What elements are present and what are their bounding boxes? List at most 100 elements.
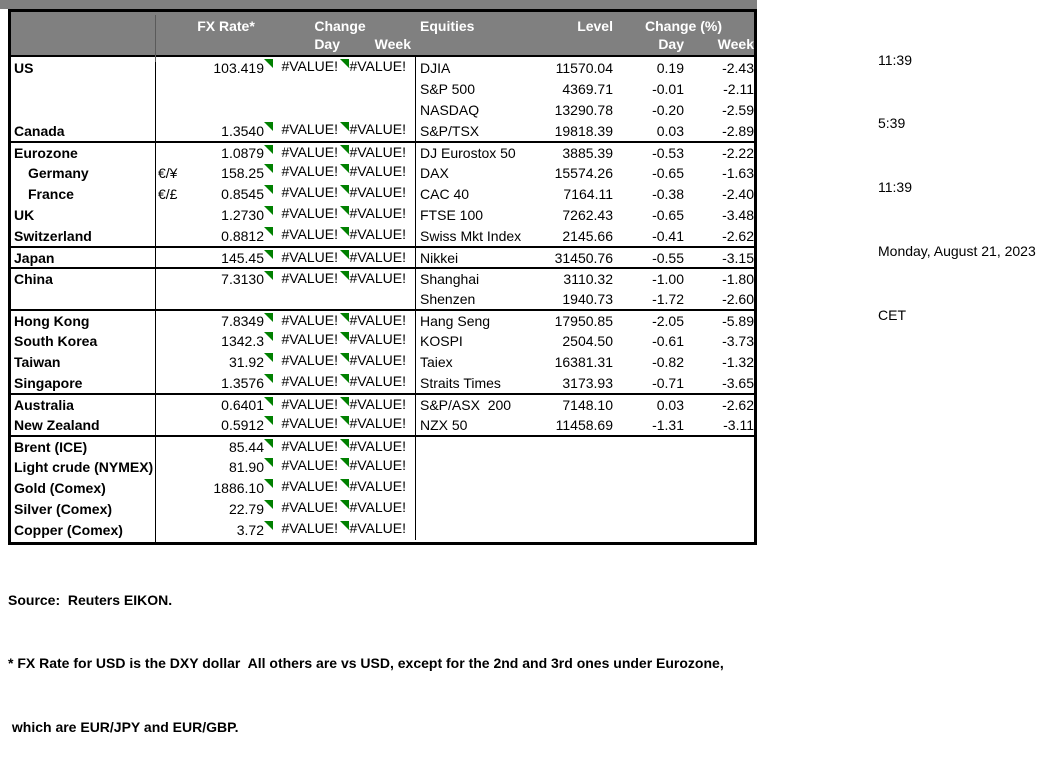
fx-change-week-cell[interactable]: #VALUE! <box>340 372 414 393</box>
equity-change-week-cell[interactable]: -2.40 <box>722 185 754 202</box>
equity-level-cell[interactable]: 15574.26 <box>554 164 613 181</box>
fx-day-subheader[interactable]: Day <box>314 36 340 53</box>
equity-change-week-cell[interactable]: -2.62 <box>722 396 754 413</box>
fx-rate-cell[interactable]: 0.6401 <box>221 396 264 413</box>
equity-index-cell[interactable]: DJIA <box>420 59 451 76</box>
fx-change-day-cell[interactable]: #VALUE! <box>264 57 338 78</box>
fx-region-cell[interactable]: Singapore <box>14 374 83 391</box>
equity-change-day-cell[interactable]: -2.05 <box>652 312 684 329</box>
equity-change-week-cell[interactable]: -2.43 <box>722 59 754 76</box>
fx-change-day-cell[interactable]: #VALUE! <box>264 269 338 288</box>
equity-level-cell[interactable] <box>543 456 613 477</box>
fx-region-cell[interactable]: Copper (Comex) <box>14 521 123 538</box>
equity-index-cell[interactable]: Hang Seng <box>420 312 491 329</box>
fx-change-day-cell[interactable]: #VALUE! <box>264 372 338 393</box>
fx-change-day-cell[interactable]: #VALUE! <box>264 225 338 246</box>
equity-level-cell[interactable]: 11458.69 <box>555 416 613 433</box>
equity-change-day-cell[interactable]: -0.82 <box>652 353 684 370</box>
fx-change-day-cell[interactable]: #VALUE! <box>264 143 338 162</box>
equity-level-cell[interactable]: 31450.76 <box>554 249 613 266</box>
fx-change-week-cell[interactable]: #VALUE! <box>340 204 414 225</box>
fx-pair-label-cell[interactable] <box>158 120 188 141</box>
fx-pair-label-cell[interactable] <box>158 311 188 330</box>
equity-change-week-cell[interactable]: -3.15 <box>722 249 754 266</box>
fx-change-day-cell[interactable] <box>264 288 338 309</box>
equity-level-cell[interactable]: 4369.71 <box>562 80 613 97</box>
fx-rate-cell[interactable]: 85.44 <box>228 438 264 455</box>
equity-change-day-cell[interactable]: -0.41 <box>652 227 684 244</box>
fx-change-week-cell[interactable]: #VALUE! <box>340 225 414 246</box>
equity-change-day-cell[interactable] <box>613 456 684 477</box>
fx-pair-label-cell[interactable] <box>158 351 188 372</box>
equity-level-cell[interactable]: 7148.10 <box>562 396 613 413</box>
fx-rate-cell[interactable]: 158.25 <box>221 164 264 181</box>
equity-change-day-cell[interactable] <box>613 477 684 498</box>
fx-rate-cell[interactable]: 0.8545 <box>221 185 264 202</box>
fx-pair-label-cell[interactable] <box>158 498 188 519</box>
equities-week-subheader[interactable]: Week <box>717 36 754 53</box>
equity-index-cell[interactable] <box>416 477 543 498</box>
equity-level-cell[interactable]: 3885.39 <box>562 144 613 161</box>
fx-change-week-cell[interactable]: #VALUE! <box>340 498 414 519</box>
equity-change-week-cell[interactable] <box>684 477 754 498</box>
fx-rate-cell[interactable]: 31.92 <box>228 353 264 370</box>
equity-change-week-cell[interactable]: -2.59 <box>722 101 754 118</box>
fx-rate-cell[interactable] <box>188 288 264 309</box>
fx-region-cell[interactable]: Australia <box>14 396 74 413</box>
fx-change-day-cell[interactable]: #VALUE! <box>264 519 338 540</box>
equity-index-cell[interactable] <box>416 519 543 540</box>
fx-change-day-cell[interactable]: #VALUE! <box>264 183 338 204</box>
fx-rate-cell[interactable]: 1.3540 <box>221 122 264 139</box>
equity-change-day-cell[interactable]: -0.20 <box>652 101 684 118</box>
fx-region-cell[interactable]: Taiwan <box>14 353 61 370</box>
fx-change-day-cell[interactable]: #VALUE! <box>264 498 338 519</box>
equity-index-cell[interactable]: Shenzen <box>420 290 476 307</box>
fx-pair-label-cell[interactable] <box>158 143 188 162</box>
equity-level-cell[interactable]: 7262.43 <box>562 206 613 223</box>
equity-index-cell[interactable] <box>416 437 543 456</box>
fx-change-week-cell[interactable]: #VALUE! <box>340 414 414 435</box>
equity-index-cell[interactable]: Taiex <box>420 353 453 370</box>
fx-week-subheader[interactable]: Week <box>374 36 411 53</box>
fx-change-day-cell[interactable]: #VALUE! <box>264 477 338 498</box>
fx-change-day-cell[interactable]: #VALUE! <box>264 414 338 435</box>
equity-level-cell[interactable] <box>543 519 613 540</box>
equity-index-cell[interactable]: CAC 40 <box>420 185 470 202</box>
equity-change-day-cell[interactable]: 0.03 <box>656 396 684 413</box>
fx-region-cell[interactable]: US <box>14 59 34 76</box>
fx-change-week-cell[interactable] <box>340 99 414 120</box>
equity-change-week-cell[interactable]: -3.65 <box>722 374 754 391</box>
fx-change-week-cell[interactable]: #VALUE! <box>340 162 414 183</box>
equity-level-cell[interactable]: 13290.78 <box>554 101 613 118</box>
fx-region-cell[interactable]: Switzerland <box>14 227 92 244</box>
fx-change-day-cell[interactable]: #VALUE! <box>264 120 338 141</box>
fx-region-cell[interactable]: Light crude (NYMEX) <box>14 458 154 475</box>
equity-level-cell[interactable]: 2145.66 <box>562 227 613 244</box>
equity-change-day-cell[interactable]: -0.71 <box>652 374 684 391</box>
fx-change-column-header[interactable]: Change <box>314 17 366 34</box>
fx-rate-column-header[interactable]: FX Rate* <box>197 17 255 34</box>
fx-change-week-cell[interactable] <box>340 288 414 309</box>
fx-change-day-cell[interactable]: #VALUE! <box>264 351 338 372</box>
fx-change-week-cell[interactable]: #VALUE! <box>340 351 414 372</box>
fx-pair-label-cell[interactable] <box>158 78 188 99</box>
fx-region-cell[interactable] <box>11 78 158 99</box>
equity-change-week-cell[interactable]: -2.62 <box>722 227 754 244</box>
equity-change-day-cell[interactable]: -0.53 <box>652 144 684 161</box>
fx-change-week-cell[interactable]: #VALUE! <box>340 183 414 204</box>
fx-pair-label-cell[interactable] <box>158 330 188 351</box>
fx-region-cell[interactable]: Germany <box>28 164 89 181</box>
equity-index-cell[interactable]: Swiss Mkt Index <box>420 227 522 244</box>
fx-change-day-cell[interactable] <box>264 99 338 120</box>
equity-level-cell[interactable]: 19818.39 <box>554 122 613 139</box>
fx-region-cell[interactable]: Canada <box>14 122 65 139</box>
fx-change-week-cell[interactable]: #VALUE! <box>340 437 414 456</box>
fx-rate-cell[interactable]: 1886.10 <box>213 479 264 496</box>
equity-change-week-cell[interactable]: -3.73 <box>722 332 754 349</box>
equity-change-week-cell[interactable]: -2.89 <box>722 122 754 139</box>
fx-change-day-cell[interactable]: #VALUE! <box>264 248 338 267</box>
fx-rate-cell[interactable]: 1342.3 <box>221 332 264 349</box>
equity-change-day-cell[interactable]: -0.65 <box>652 164 684 181</box>
equity-change-week-cell[interactable] <box>684 498 754 519</box>
fx-pair-label-cell[interactable] <box>158 225 188 246</box>
